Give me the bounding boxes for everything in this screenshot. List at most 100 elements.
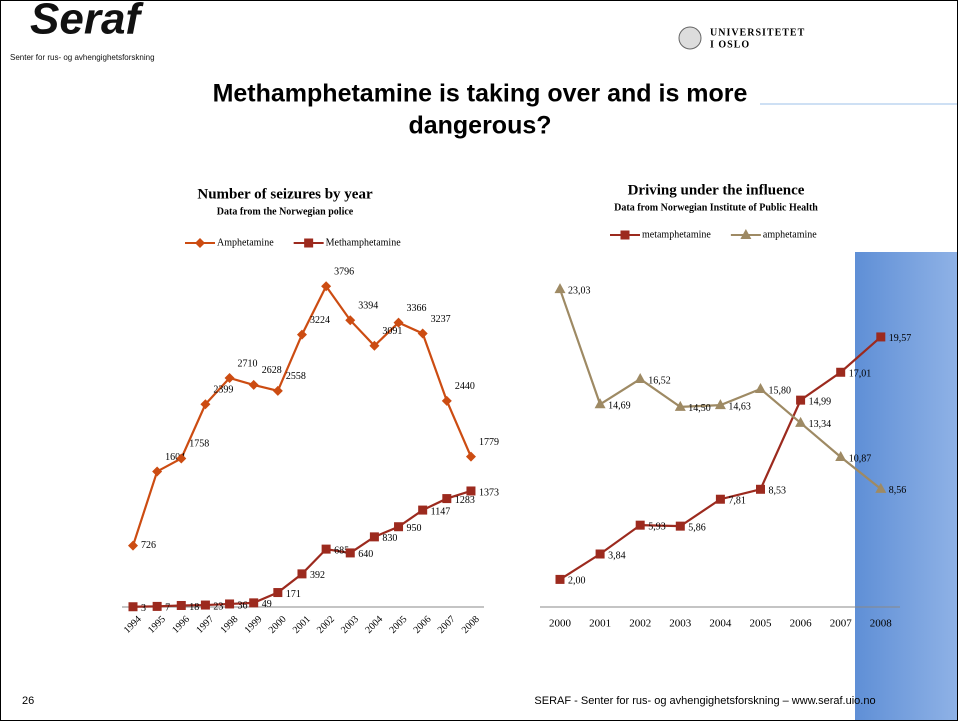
decor-band [855, 252, 958, 721]
data-label: 1373 [479, 487, 499, 498]
data-label: 171 [286, 589, 301, 600]
university-seal [678, 26, 702, 50]
logo-tagline: Senter for rus- og avhengighetsforskning [10, 53, 155, 62]
x-tick-label: 2003 [669, 618, 692, 630]
x-tick-label: 2005 [750, 618, 773, 630]
chart-subtitle: Data from Norwegian Institute of Public … [614, 202, 818, 213]
data-label: 14,50 [688, 403, 711, 414]
data-label: 10,87 [849, 453, 872, 464]
logo: Seraf [30, 0, 144, 44]
data-label: 830 [382, 533, 397, 544]
data-label: 18 [189, 602, 199, 613]
data-point [152, 601, 162, 611]
data-label: 392 [310, 570, 325, 581]
data-point [466, 486, 476, 496]
data-point [442, 494, 452, 504]
x-tick-label: 2006 [790, 618, 813, 630]
data-label: 49 [262, 599, 272, 610]
data-label: 2558 [286, 371, 306, 382]
data-point [795, 416, 807, 427]
data-point [321, 281, 332, 292]
data-point [128, 602, 138, 612]
data-label: 1604 [165, 452, 185, 463]
data-point [224, 373, 235, 384]
data-point [796, 395, 806, 405]
data-point [715, 494, 725, 504]
university-name: I OSLO [710, 39, 750, 50]
data-point [296, 329, 307, 340]
data-label: 3237 [431, 314, 451, 325]
data-label: 8,53 [769, 486, 787, 497]
data-label: 23,03 [568, 285, 591, 296]
slide-title: dangerous? [408, 112, 551, 140]
data-point [394, 522, 404, 532]
data-label: 5,93 [648, 521, 666, 532]
data-point [465, 451, 476, 462]
data-label: 17,01 [849, 369, 872, 380]
data-label: 1779 [479, 437, 499, 448]
chart-subtitle: Data from the Norwegian police [217, 206, 354, 217]
data-label: 3224 [310, 315, 330, 326]
data-point [836, 367, 846, 377]
data-point [594, 398, 606, 409]
legend-label: Amphetamine [217, 237, 274, 248]
data-label: 3796 [334, 267, 354, 278]
data-point [321, 544, 331, 554]
data-point [740, 229, 752, 239]
data-label: 19,57 [889, 333, 912, 344]
data-label: 8,56 [889, 485, 907, 496]
data-point [369, 340, 380, 351]
data-point [635, 520, 645, 530]
data-label: 950 [407, 523, 422, 534]
data-point [345, 548, 355, 558]
data-label: 2399 [213, 385, 233, 396]
data-point [418, 505, 428, 515]
data-point [176, 453, 187, 464]
data-label: 7 [165, 603, 170, 614]
data-label: 7,81 [728, 496, 746, 507]
chart-title: Driving under the influence [628, 182, 805, 198]
data-label: 1147 [431, 506, 451, 517]
data-point [714, 399, 726, 410]
data-point [835, 450, 847, 461]
data-label: 640 [358, 549, 373, 560]
data-label: 13,34 [809, 419, 832, 430]
data-point [345, 315, 356, 326]
slide-title: Methamphetamine is taking over and is mo… [213, 80, 748, 108]
data-point [195, 238, 205, 248]
data-point [304, 238, 314, 248]
x-tick-label: 2000 [549, 618, 572, 630]
legend-label: amphetamine [763, 229, 817, 240]
data-point [620, 230, 630, 240]
data-label: 3,84 [608, 550, 626, 561]
data-point [756, 484, 765, 494]
data-point [675, 521, 685, 531]
data-point [273, 588, 283, 598]
data-label: 5,86 [688, 522, 706, 533]
data-label: 685 [334, 545, 349, 556]
data-point [555, 574, 565, 584]
legend-label: metamphetamine [642, 229, 711, 240]
data-label: 726 [141, 540, 156, 551]
data-point [554, 283, 566, 294]
data-point [152, 466, 163, 477]
data-point [225, 599, 235, 609]
data-label: 23 [213, 601, 223, 612]
data-point [272, 385, 283, 396]
data-label: 14,69 [608, 401, 631, 412]
data-point [128, 540, 138, 551]
data-label: 2440 [455, 381, 475, 392]
data-label: 3091 [382, 326, 402, 337]
data-label: 2,00 [568, 576, 586, 587]
data-point [875, 482, 887, 493]
x-tick-label: 2008 [870, 618, 893, 630]
data-point [200, 399, 211, 410]
data-point [249, 598, 259, 608]
page-number: 26 [22, 695, 34, 707]
legend-label: Methamphetamine [326, 237, 402, 248]
data-label: 2628 [262, 365, 282, 376]
data-label: 36 [238, 600, 248, 611]
data-label: 3366 [407, 303, 427, 314]
